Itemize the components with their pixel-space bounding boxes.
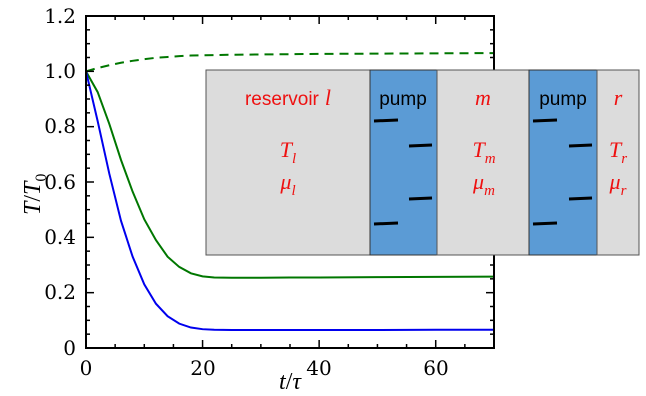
x-tick-labels: 0 20 40 60 bbox=[80, 356, 449, 380]
temperature-l-label: Tl bbox=[280, 137, 296, 167]
pump-dash bbox=[568, 143, 593, 148]
temperature-m-label: Tm bbox=[472, 137, 495, 167]
y-tick-label: 0.2 bbox=[44, 280, 76, 304]
inset-schematic: reservoir l m r pump pump Tl μl Tm μm Tr … bbox=[205, 69, 640, 256]
reservoir-r-label: r bbox=[614, 85, 623, 110]
chemical-potential-m-label: μm bbox=[472, 169, 495, 199]
pump-dash bbox=[568, 196, 593, 201]
pump-label-left: pump bbox=[379, 89, 427, 110]
pump-dash bbox=[408, 143, 433, 148]
x-tick-label: 40 bbox=[306, 356, 331, 380]
series-line bbox=[85, 70, 495, 279]
pump-dash bbox=[373, 221, 399, 226]
pump-dash bbox=[408, 196, 433, 201]
y-tick-label: 0.8 bbox=[44, 114, 76, 138]
x-axis-title: t/τ bbox=[279, 369, 302, 395]
y-tick-label: 1.0 bbox=[44, 59, 76, 83]
y-tick-label: 0.6 bbox=[44, 170, 76, 194]
reservoir-m-label: m bbox=[475, 85, 491, 110]
reservoir-l-label: reservoir l bbox=[245, 85, 331, 110]
chemical-potential-l-label: μl bbox=[279, 169, 295, 199]
y-tick-labels: 0 0.2 0.4 0.6 0.8 1.0 1.2 bbox=[44, 4, 76, 360]
series-line bbox=[85, 71, 494, 332]
reservoir-r-box bbox=[596, 69, 640, 256]
temperature-r-label: Tr bbox=[609, 137, 627, 167]
x-tick-label: 60 bbox=[423, 356, 448, 380]
y-tick-label: 0.4 bbox=[44, 225, 76, 249]
y-tick-label: 0 bbox=[63, 336, 76, 360]
series-line bbox=[85, 52, 495, 73]
reservoir-l-box bbox=[205, 69, 371, 256]
x-tick-label: 0 bbox=[80, 356, 93, 380]
pump-dash bbox=[532, 118, 558, 123]
y-tick-label: 1.2 bbox=[44, 4, 76, 28]
reservoir-m-box bbox=[436, 69, 530, 256]
chemical-potential-r-label: μr bbox=[609, 169, 627, 199]
y-axis-title: T/T0 bbox=[20, 174, 50, 215]
x-tick-label: 20 bbox=[190, 356, 215, 380]
plot-curves bbox=[85, 52, 495, 332]
pump-dash bbox=[373, 118, 399, 123]
pump-label-right: pump bbox=[539, 89, 587, 110]
pump-dash bbox=[532, 221, 558, 226]
